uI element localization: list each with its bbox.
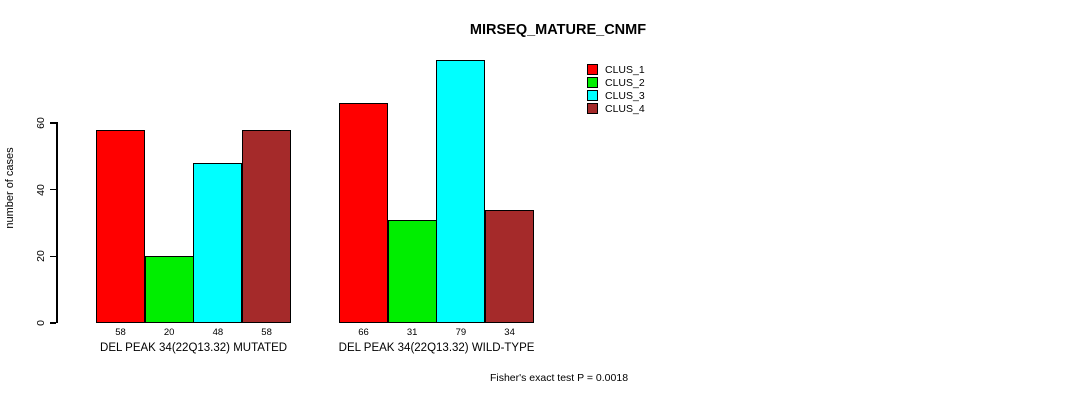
bar-clus_4-group2 <box>485 209 535 323</box>
bar-clus_2-group1 <box>144 256 194 323</box>
group-label: DEL PEAK 34(22Q13.32) WILD-TYPE <box>338 342 535 354</box>
legend-label: CLUS_4 <box>605 102 645 115</box>
bar-clus_2-group2 <box>387 219 437 323</box>
y-axis-line <box>56 122 58 323</box>
y-axis-tick <box>50 188 56 191</box>
fisher-test-annotation: Fisher's exact test P = 0.0018 <box>489 372 629 384</box>
bar-value-label: 20 <box>163 327 175 338</box>
bar-value-label: 66 <box>358 327 369 338</box>
bar-clus_1-group1 <box>96 129 145 323</box>
y-axis-tick-label: 20 <box>35 250 47 263</box>
bar-clus_3-group1 <box>193 163 243 323</box>
legend-item-clus_3: CLUS_3 <box>587 89 645 102</box>
legend-label: CLUS_2 <box>605 76 645 89</box>
legend-swatch <box>587 90 598 101</box>
y-axis-tick-label: 0 <box>35 320 47 326</box>
bar-value-label: 31 <box>406 327 418 338</box>
legend: CLUS_1 CLUS_2 CLUS_3 CLUS_4 <box>587 63 645 115</box>
y-axis-label: number of cases <box>4 147 16 229</box>
legend-item-clus_4: CLUS_4 <box>587 102 645 115</box>
y-axis-tick-label: 40 <box>35 183 47 196</box>
chart-title: MIRSEQ_MATURE_CNMF <box>469 22 647 38</box>
bar-value-label: 58 <box>115 327 126 338</box>
bar-value-label: 48 <box>212 327 224 338</box>
legend-label: CLUS_1 <box>605 63 645 76</box>
bar-value-label: 34 <box>504 327 515 338</box>
legend-item-clus_1: CLUS_1 <box>587 63 645 76</box>
y-axis-tick-label: 60 <box>35 117 47 129</box>
bar-clus_1-group2 <box>339 103 388 323</box>
group-label: DEL PEAK 34(22Q13.32) MUTATED <box>100 342 288 354</box>
bar-clus_4-group1 <box>242 129 292 323</box>
bar-value-label: 58 <box>261 327 272 338</box>
legend-swatch <box>587 103 598 114</box>
y-axis-tick <box>50 122 56 124</box>
bar-clus_3-group2 <box>436 59 486 323</box>
bar-value-label: 79 <box>455 327 467 338</box>
legend-swatch <box>587 77 598 88</box>
legend-label: CLUS_3 <box>605 89 645 102</box>
y-axis-tick <box>50 322 56 324</box>
legend-item-clus_2: CLUS_2 <box>587 76 645 89</box>
y-axis-tick <box>50 255 56 258</box>
legend-swatch <box>587 64 598 75</box>
